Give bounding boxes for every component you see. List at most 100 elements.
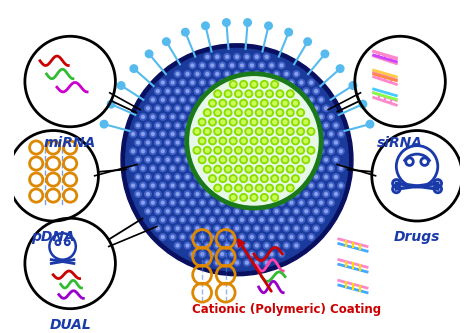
Circle shape xyxy=(307,147,315,154)
Circle shape xyxy=(300,98,303,101)
Circle shape xyxy=(226,186,230,190)
Circle shape xyxy=(283,88,290,95)
Circle shape xyxy=(246,192,248,195)
Circle shape xyxy=(286,147,294,154)
Circle shape xyxy=(283,71,290,77)
Circle shape xyxy=(285,227,288,230)
Circle shape xyxy=(261,118,268,126)
Circle shape xyxy=(315,141,318,144)
Circle shape xyxy=(209,79,216,86)
Circle shape xyxy=(283,122,290,129)
Circle shape xyxy=(255,244,258,247)
Circle shape xyxy=(159,165,166,171)
Circle shape xyxy=(286,166,294,173)
Circle shape xyxy=(244,173,250,180)
Circle shape xyxy=(310,184,313,187)
Circle shape xyxy=(226,124,228,127)
Circle shape xyxy=(293,177,297,180)
Circle shape xyxy=(254,225,260,232)
Circle shape xyxy=(224,128,232,135)
Circle shape xyxy=(257,167,261,171)
Circle shape xyxy=(214,259,220,266)
Circle shape xyxy=(226,111,230,115)
Circle shape xyxy=(181,133,184,136)
Circle shape xyxy=(280,133,283,136)
Circle shape xyxy=(224,147,232,154)
Circle shape xyxy=(214,225,220,232)
Circle shape xyxy=(226,158,228,161)
Circle shape xyxy=(278,62,285,69)
Circle shape xyxy=(201,218,204,221)
Circle shape xyxy=(214,122,220,129)
Circle shape xyxy=(278,199,285,206)
Circle shape xyxy=(176,175,179,178)
Circle shape xyxy=(230,235,234,238)
Circle shape xyxy=(132,167,135,170)
Circle shape xyxy=(221,167,224,170)
Circle shape xyxy=(276,184,283,192)
Circle shape xyxy=(255,128,263,135)
Circle shape xyxy=(278,92,282,96)
Circle shape xyxy=(244,54,250,60)
Circle shape xyxy=(161,235,164,238)
Circle shape xyxy=(200,139,204,143)
Circle shape xyxy=(176,192,179,195)
Circle shape xyxy=(293,242,300,249)
Circle shape xyxy=(248,251,255,257)
Circle shape xyxy=(190,77,318,205)
Circle shape xyxy=(174,139,181,146)
Circle shape xyxy=(264,225,270,232)
Circle shape xyxy=(201,64,204,67)
Circle shape xyxy=(164,88,171,95)
Circle shape xyxy=(260,253,263,256)
Circle shape xyxy=(100,120,108,128)
Circle shape xyxy=(214,54,220,60)
Circle shape xyxy=(268,186,272,190)
Circle shape xyxy=(268,182,275,189)
Circle shape xyxy=(229,79,236,86)
Circle shape xyxy=(285,210,288,213)
Circle shape xyxy=(258,62,265,69)
Circle shape xyxy=(199,182,206,189)
Circle shape xyxy=(263,177,266,180)
Circle shape xyxy=(285,124,288,127)
Circle shape xyxy=(310,81,313,84)
Circle shape xyxy=(238,131,245,137)
Circle shape xyxy=(295,210,298,213)
Circle shape xyxy=(333,191,339,197)
Circle shape xyxy=(265,192,268,195)
Circle shape xyxy=(254,157,260,163)
Circle shape xyxy=(240,167,244,170)
Circle shape xyxy=(204,208,210,214)
Circle shape xyxy=(299,149,302,152)
Circle shape xyxy=(229,81,237,88)
Circle shape xyxy=(156,227,159,230)
Circle shape xyxy=(224,105,230,112)
Circle shape xyxy=(237,111,240,115)
Circle shape xyxy=(305,141,308,144)
Circle shape xyxy=(349,82,356,89)
Circle shape xyxy=(150,97,156,103)
Circle shape xyxy=(176,90,179,93)
Circle shape xyxy=(255,109,263,117)
Circle shape xyxy=(245,128,253,135)
Circle shape xyxy=(240,184,244,187)
Circle shape xyxy=(234,88,240,95)
Circle shape xyxy=(226,141,228,144)
Circle shape xyxy=(155,88,161,95)
Circle shape xyxy=(290,184,293,187)
Circle shape xyxy=(151,115,155,118)
Circle shape xyxy=(189,79,196,86)
Circle shape xyxy=(181,184,184,187)
Circle shape xyxy=(285,107,288,110)
Circle shape xyxy=(288,148,295,155)
Circle shape xyxy=(246,158,248,161)
Circle shape xyxy=(295,244,298,247)
Circle shape xyxy=(297,128,304,135)
Circle shape xyxy=(255,90,263,98)
Circle shape xyxy=(206,175,209,178)
Circle shape xyxy=(313,157,319,163)
Circle shape xyxy=(209,251,216,257)
Circle shape xyxy=(209,148,216,155)
Circle shape xyxy=(265,210,268,213)
